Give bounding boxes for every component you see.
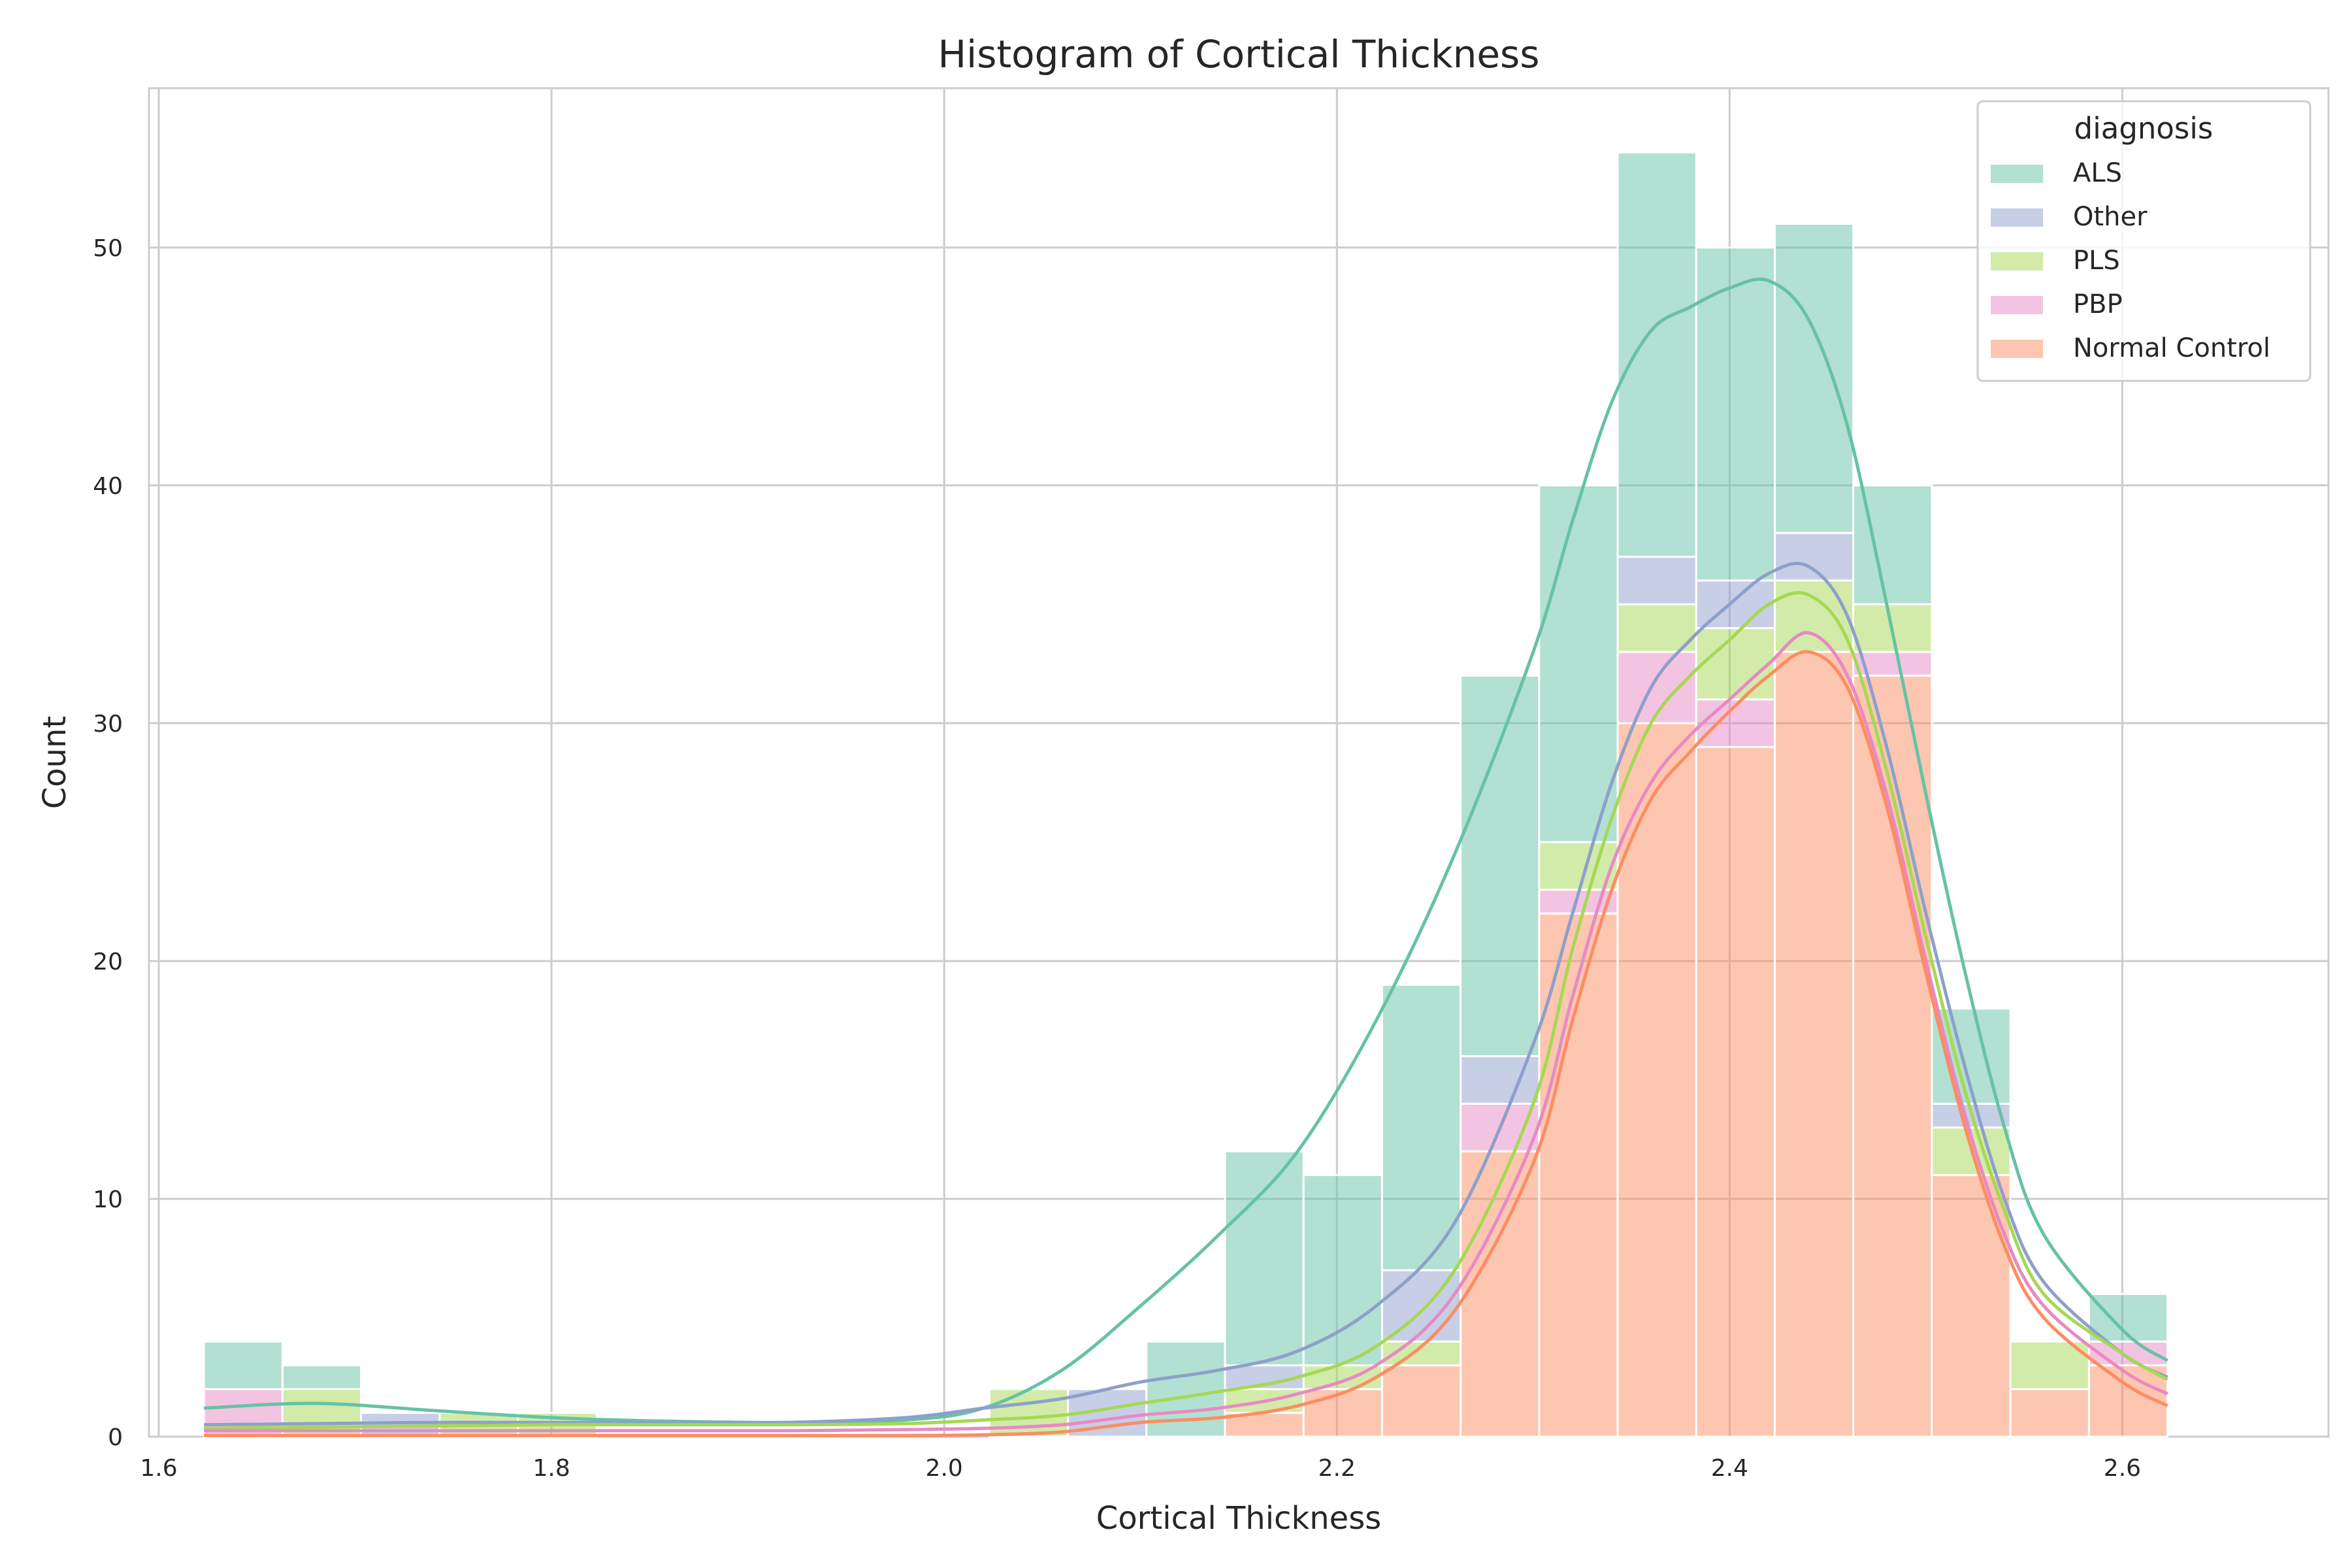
bar-als	[1695, 246, 1776, 582]
bar-normal-control	[1931, 1174, 2012, 1438]
legend-label: Normal Control	[2073, 333, 2270, 363]
y-tick-labels: 0 10 20 30 40 50	[93, 235, 123, 1451]
legend-swatch	[1991, 340, 2043, 358]
bar-pbp	[1460, 1102, 1541, 1152]
x-tick-label: 1.6	[140, 1455, 177, 1482]
kde-line-other	[204, 562, 2168, 1427]
y-tick-label: 40	[93, 473, 123, 500]
x-axis-title: Cortical Thickness	[1096, 1500, 1381, 1537]
legend-label: PBP	[2073, 289, 2123, 319]
bar-normal-control	[1380, 1364, 1462, 1438]
bar-normal-control	[1616, 722, 1697, 1438]
bar-normal-control	[1695, 745, 1776, 1438]
bar-other	[1773, 532, 1855, 582]
bar-als	[1380, 983, 1462, 1271]
legend-label: Other	[2073, 202, 2148, 232]
bar-normal-control	[1852, 674, 1933, 1438]
y-tick-label: 0	[108, 1424, 123, 1451]
bar-als	[1616, 151, 1697, 558]
kde-line-normal-control	[204, 650, 2168, 1437]
bar-other	[1616, 555, 1697, 606]
bar-normal-control	[1302, 1388, 1383, 1438]
bar-pls	[2009, 1340, 2090, 1390]
legend-title: diagnosis	[2074, 111, 2213, 146]
bars	[203, 151, 2169, 1438]
legend-label: ALS	[2073, 158, 2122, 188]
x-tick-label: 1.8	[532, 1455, 570, 1482]
legend-swatch	[1991, 252, 2043, 270]
bar-pls	[1616, 603, 1697, 653]
bar-normal-control	[1460, 1150, 1541, 1438]
bar-als	[203, 1340, 284, 1390]
bar-als	[281, 1364, 363, 1390]
y-tick-label: 50	[93, 235, 123, 262]
kde-line-pbp	[204, 631, 2168, 1433]
y-tick-label: 10	[93, 1186, 123, 1213]
legend-swatch	[1991, 296, 2043, 314]
bar-pls	[1773, 580, 1855, 653]
bar-als	[1538, 484, 1619, 843]
bar-als	[1224, 1150, 1305, 1367]
bar-als	[1460, 674, 1541, 1058]
legend-label: PLS	[2073, 246, 2120, 276]
bar-normal-control	[1773, 651, 1855, 1438]
legend-items: ALS Other PLS PBP Normal Control	[1991, 158, 2270, 363]
y-tick-label: 20	[93, 949, 123, 975]
bar-normal-control	[2009, 1388, 2090, 1438]
bar-pls	[988, 1388, 1070, 1438]
bar-als	[1773, 222, 1855, 534]
y-tick-label: 30	[93, 711, 123, 738]
chart-title: Histogram of Cortical Thickness	[938, 32, 1540, 76]
legend: diagnosis ALS Other PLS PBP Normal Control	[1976, 100, 2311, 382]
x-tick-label: 2.4	[1711, 1455, 1748, 1482]
kde-line-pls	[204, 591, 2168, 1430]
kde-curves	[204, 277, 2169, 1437]
bar-pls	[1538, 841, 1619, 891]
legend-frame	[1976, 100, 2311, 382]
x-tick-label: 2.2	[1318, 1455, 1356, 1482]
bar-pls	[1695, 627, 1776, 701]
x-tick-label: 2.6	[2104, 1455, 2141, 1482]
y-axis-title: Count	[37, 716, 73, 809]
legend-swatch	[1991, 208, 2043, 227]
x-tick-labels: 1.6 1.8 2.0 2.2 2.4 2.6	[140, 1455, 2141, 1482]
x-tick-label: 2.0	[926, 1455, 963, 1482]
bar-als	[1302, 1174, 1383, 1367]
legend-swatch	[1991, 165, 2043, 183]
